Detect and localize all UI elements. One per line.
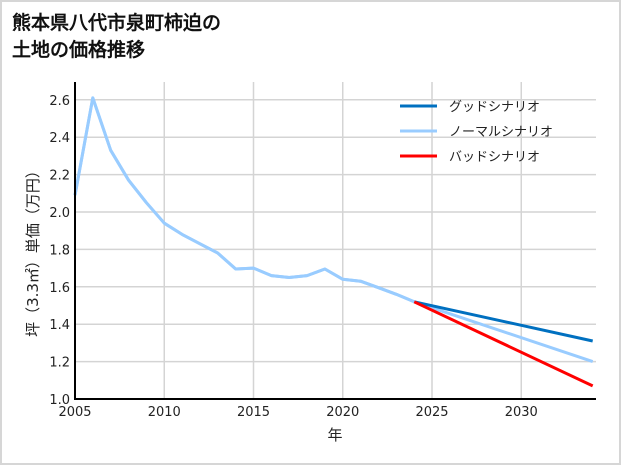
x-tick-label: 2030 [505,405,538,420]
y-tick-label: 2.2 [49,169,70,184]
grid-lines [75,82,596,399]
chart-title: 熊本県八代市泉町柿迫の 土地の価格推移 [12,10,221,64]
tick-labels: 1.0 1.2 1.4 1.6 1.8 2.0 2.2 2.4 2.6 2005 2010 2015 2… [49,94,537,420]
y-tick-label: 1.6 [49,281,70,296]
y-tick-label: 1.4 [49,318,70,333]
x-tick-label: 2025 [415,405,448,420]
y-tick-label: 2.4 [49,131,70,146]
series-line-0 [413,300,594,343]
x-axis-label: 年 [327,426,342,444]
y-tick-label: 1.8 [49,243,70,258]
x-tick-label: 2020 [326,405,359,420]
y-tick-label: 1.2 [49,356,70,371]
y-tick-label: 2.6 [49,94,70,109]
series-lines [73,96,594,388]
legend-label: ノーマルシナリオ [449,125,553,140]
chart-title-line-2: 土地の価格推移 [12,39,146,61]
y-tick-label: 2.0 [49,206,70,221]
x-tick-label: 2015 [237,405,270,420]
x-tick-label: 2010 [148,405,181,420]
legend-label: グッドシナリオ [449,100,540,115]
series-line-2 [413,300,594,388]
chart-title-line-1: 熊本県八代市泉町柿迫の [12,12,222,34]
y-tick-label: 1.0 [49,393,70,408]
y-axis-label: 坪（3.3㎡）単価（万円） [24,163,42,337]
x-tick-label: 2005 [58,405,91,420]
axes [74,82,596,400]
legend-label: バッドシナリオ [449,150,540,165]
